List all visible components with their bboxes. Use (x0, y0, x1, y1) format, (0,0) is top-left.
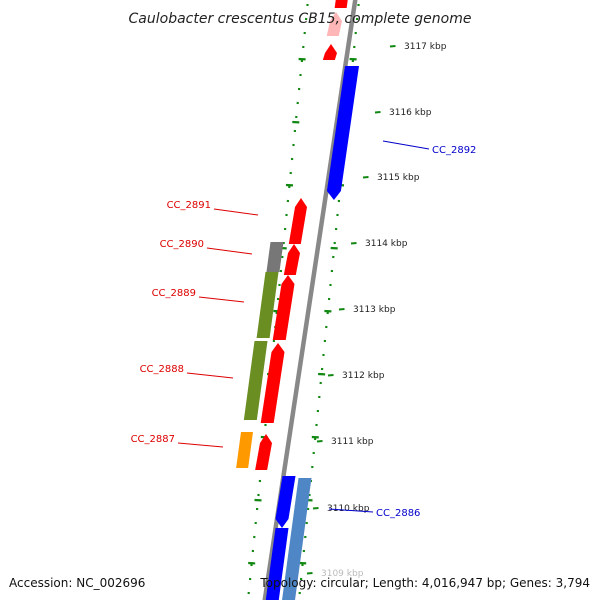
scale-tick-mark (389, 45, 396, 48)
gene-cc-2889 (272, 275, 295, 340)
orange-feature (236, 432, 253, 468)
gene-label-cc-2889: CC_2889 (152, 288, 245, 303)
scale-tick: 3109 kbp (306, 569, 364, 579)
olive-feature-lower (243, 341, 268, 420)
gene-label-leader (177, 442, 224, 448)
scale-tick-label: 3109 kbp (321, 569, 364, 579)
scale-tick-mark (374, 111, 381, 114)
scale-tick-label: 3116 kbp (389, 108, 432, 118)
genome-summary: Topology: circular; Length: 4,016,947 bp… (259, 576, 590, 590)
olive-feature-upper (256, 272, 279, 338)
gene-label-leader (328, 508, 374, 513)
forward-cds-small (322, 44, 337, 60)
gene-label-leader (382, 140, 430, 150)
reverse-feature-steel (282, 478, 312, 600)
gene-label-cc-2886: CC_2886 (328, 508, 420, 519)
scale-tick-label: 3111 kbp (331, 437, 374, 447)
scale-tick-mark (350, 242, 357, 245)
gene-cc-2886-upper (275, 476, 296, 528)
scale-tick-label: 3115 kbp (377, 173, 420, 183)
gene-label-cc-2891: CC_2891 (167, 200, 259, 216)
gene-label-leader (213, 208, 259, 216)
gene-label-cc-2887: CC_2887 (131, 434, 224, 448)
gene-cc-2891 (288, 198, 307, 244)
gene-label-text: CC_2887 (131, 434, 175, 445)
forward-cds-top (334, 0, 348, 8)
gene-cc-2886-lower (265, 528, 289, 600)
scale-tick-mark (338, 308, 345, 311)
scale-tick-mark (306, 572, 313, 575)
gene-label-cc-2888: CC_2888 (140, 364, 234, 379)
gene-label-text: CC_2888 (140, 364, 184, 375)
scale-tick: 3115 kbp (362, 173, 420, 183)
accession-label: Accession: NC_002696 (9, 576, 145, 590)
scale-tick: 3116 kbp (374, 108, 432, 118)
scale-tick: 3112 kbp (327, 371, 385, 381)
scale-tick-label: 3113 kbp (353, 305, 396, 315)
scale-tick: 3113 kbp (338, 305, 396, 315)
pink-feature-top (326, 12, 342, 36)
gene-label-text: CC_2891 (167, 200, 211, 211)
gene-label-leader (198, 296, 245, 303)
gene-label-text: CC_2886 (376, 508, 420, 519)
gene-cc-2890 (283, 244, 300, 275)
gray-feature (266, 242, 284, 272)
scale-tick-mark (362, 176, 369, 179)
scale-tick-label: 3117 kbp (404, 42, 447, 52)
gene-label-cc-2892: CC_2892 (382, 140, 476, 156)
gene-label-leader (186, 372, 234, 379)
gene-cc-2888 (260, 343, 285, 423)
gene-label-cc-2890: CC_2890 (160, 239, 253, 255)
gene-label-text: CC_2892 (432, 145, 476, 156)
gene-cc-2892 (326, 66, 359, 200)
scale-tick: 3111 kbp (316, 437, 374, 447)
scale-tick: 3117 kbp (389, 42, 447, 52)
gene-label-text: CC_2889 (152, 288, 196, 299)
gene-cc-2887 (255, 434, 272, 470)
gene-label-text: CC_2890 (160, 239, 204, 250)
scale-tick-label: 3112 kbp (342, 371, 385, 381)
scale-tick-mark (327, 374, 334, 377)
scale-tick-mark (312, 507, 319, 510)
map-title: Caulobacter crescentus CB15, complete ge… (129, 11, 472, 27)
scale-tick: 3110 kbp (312, 504, 370, 514)
scale-tick-label: 3114 kbp (365, 239, 408, 249)
outer-dotted-ring-left (247, 3, 309, 595)
scale-tick-label: 3110 kbp (327, 504, 370, 514)
gene-label-leader (206, 247, 253, 255)
scale-tick-mark (316, 440, 323, 443)
scale-tick: 3114 kbp (350, 239, 408, 249)
